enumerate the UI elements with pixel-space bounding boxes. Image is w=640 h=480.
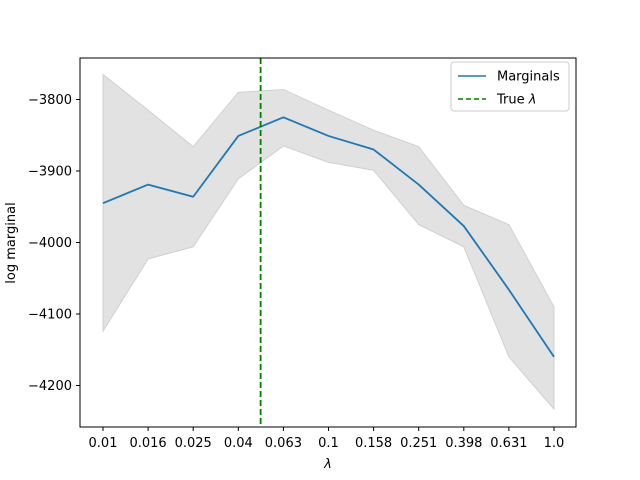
x-tick-label-6: 0.158 [355, 436, 392, 451]
legend-true-lambda-symbol: λ [528, 93, 537, 108]
y-tick-label-0: −4200 [28, 379, 72, 394]
x-tick-label-8: 0.398 [445, 436, 482, 451]
marginals-uncertainty-band [103, 74, 554, 409]
x-tick-label-7: 0.251 [400, 436, 437, 451]
x-tick-label-5: 0.1 [318, 436, 339, 451]
y-tick-label-3: −3900 [28, 164, 72, 179]
x-tick-label-2: 0.025 [175, 436, 212, 451]
legend-true-lambda-label: True λ [496, 93, 536, 108]
x-tick-label-1: 0.016 [129, 436, 166, 451]
legend-true-lambda-text: True [496, 93, 529, 108]
x-tick-label-3: 0.04 [224, 436, 253, 451]
legend: Marginals True λ [451, 62, 569, 111]
x-tick-label-10: 1.0 [544, 436, 565, 451]
x-axis-label: λ [323, 457, 332, 472]
x-tick-label-0: 0.01 [89, 436, 118, 451]
x-tick-label-9: 0.631 [490, 436, 527, 451]
legend-marginals-label: Marginals [497, 70, 560, 85]
y-axis-label: log marginal [4, 202, 19, 283]
y-tick-label-1: −4100 [28, 308, 72, 323]
y-tick-label-2: −4000 [28, 236, 72, 251]
y-tick-label-4: −3800 [28, 93, 72, 108]
x-tick-label-4: 0.063 [265, 436, 302, 451]
plot-area [103, 58, 554, 427]
